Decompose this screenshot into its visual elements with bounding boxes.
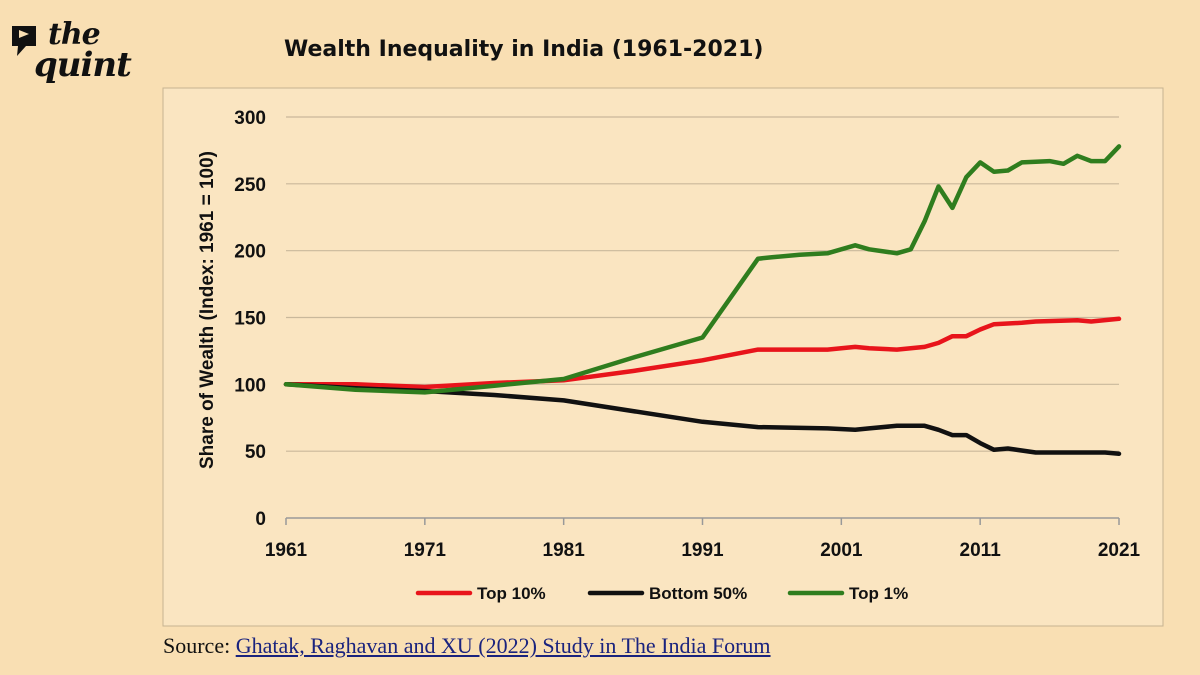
series-line-1 — [283, 382, 1122, 457]
x-tick-label: 1961 — [265, 540, 308, 561]
y-tick-label: 200 — [234, 242, 266, 263]
x-tick-label: 2021 — [1098, 540, 1141, 561]
brand-name-line2: quint — [34, 45, 132, 85]
x-tick-label: 1991 — [681, 540, 724, 561]
source-prefix: Source: — [163, 633, 236, 658]
x-tick-label: 2011 — [960, 540, 1002, 561]
legend-label-2: Top 1% — [849, 584, 908, 603]
y-tick-label: 250 — [234, 175, 266, 196]
legend-label-0: Top 10% — [477, 584, 546, 603]
y-tick-label: 300 — [234, 108, 266, 129]
series-line-2 — [283, 144, 1122, 395]
source-link[interactable]: Ghatak, Raghavan and XU (2022) Study in … — [235, 633, 771, 658]
y-tick-label: 0 — [255, 509, 266, 530]
y-tick-label: 50 — [245, 442, 266, 463]
x-tick-label: 1981 — [543, 540, 586, 561]
x-tick-label: 1971 — [404, 540, 447, 561]
y-tick-label: 100 — [234, 375, 266, 396]
chart-title: Wealth Inequality in India (1961-2021) — [284, 37, 764, 62]
chart-panel — [162, 87, 1164, 627]
brand-logo[interactable]: the quint — [8, 18, 138, 98]
y-tick-label: 150 — [234, 309, 266, 330]
source-note: Source: Ghatak, Raghavan and XU (2022) S… — [163, 633, 771, 659]
legend-label-1: Bottom 50% — [649, 584, 747, 603]
y-axis-label: Share of Wealth (Index: 1961 = 100) — [197, 151, 218, 469]
brand-name-line1: the — [48, 17, 101, 52]
quote-mark-icon — [12, 26, 36, 56]
x-tick-label: 2001 — [820, 540, 863, 561]
